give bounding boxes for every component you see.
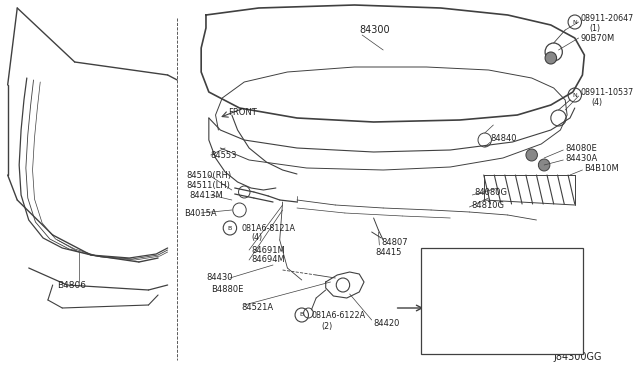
FancyBboxPatch shape (421, 247, 583, 353)
Circle shape (538, 159, 550, 171)
Text: B4806: B4806 (58, 280, 86, 289)
Text: 84807: 84807 (381, 237, 408, 247)
Text: B4015A: B4015A (184, 208, 216, 218)
Text: (4): (4) (591, 97, 602, 106)
Text: N: N (572, 93, 577, 97)
Text: 84415: 84415 (376, 247, 402, 257)
Text: B4B10M: B4B10M (584, 164, 619, 173)
Text: 84521A: 84521A (241, 304, 273, 312)
Text: 84511(LH): 84511(LH) (187, 180, 230, 189)
Text: 84553: 84553 (211, 151, 237, 160)
Text: N: N (572, 19, 577, 25)
Text: 08911-10537: 08911-10537 (580, 87, 634, 96)
Text: 081A6-6122A: 081A6-6122A (311, 311, 365, 321)
Text: 84080E: 84080E (565, 144, 597, 153)
Text: S: VQ35HR: S: VQ35HR (429, 253, 478, 263)
Text: FRONT: FRONT (228, 108, 257, 116)
Circle shape (526, 149, 538, 161)
Text: (2): (2) (321, 321, 332, 330)
Text: 90B70M: 90B70M (580, 33, 615, 42)
Text: B: B (228, 225, 232, 231)
Text: 84810G: 84810G (471, 201, 504, 209)
Text: (2): (2) (457, 278, 468, 286)
Text: J84300GG: J84300GG (553, 352, 602, 362)
Text: 08911-20647: 08911-20647 (580, 13, 634, 22)
Text: 84691M: 84691M (251, 246, 285, 254)
Text: 84300: 84300 (359, 25, 390, 35)
Text: B4880E: B4880E (211, 285, 243, 295)
Text: (1): (1) (589, 23, 600, 32)
Text: 84430: 84430 (206, 273, 232, 282)
Text: 081A6-8121A: 081A6-8121A (241, 224, 296, 232)
Text: (4): (4) (251, 232, 262, 241)
Text: 84694M: 84694M (251, 256, 285, 264)
Text: 84420: 84420 (374, 318, 400, 327)
Text: 84840: 84840 (490, 134, 517, 142)
Text: B: B (300, 312, 304, 317)
Text: 84080G: 84080G (474, 187, 507, 196)
Circle shape (545, 52, 557, 64)
Text: 081A6-6122A: 081A6-6122A (449, 267, 502, 276)
Text: 84420: 84420 (541, 334, 568, 343)
Text: B: B (440, 280, 445, 285)
Text: 84510(RH): 84510(RH) (187, 170, 232, 180)
Text: 84413M: 84413M (189, 190, 223, 199)
Text: 84430A: 84430A (565, 154, 598, 163)
